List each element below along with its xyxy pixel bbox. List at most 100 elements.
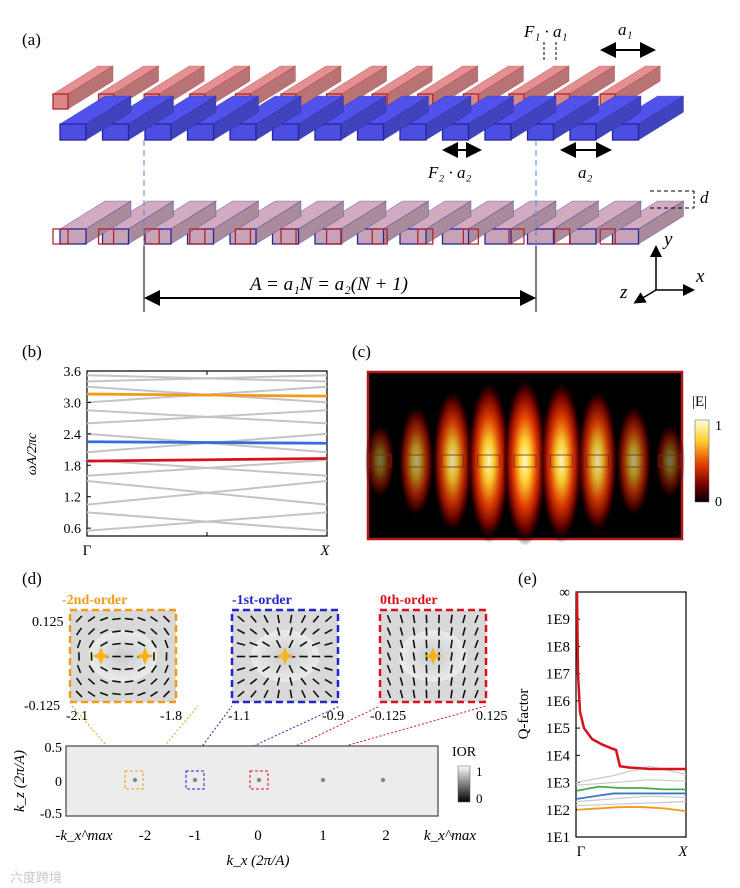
q-ylabel: Q-factor xyxy=(516,689,532,740)
q-series--1st-order xyxy=(576,792,686,800)
pol-dash xyxy=(399,652,404,661)
box-2nd-order xyxy=(124,770,144,790)
mid-bar-11-front xyxy=(526,123,555,141)
q-series-0th-order xyxy=(575,591,686,771)
q-ytick-9: 1E1 xyxy=(546,830,570,846)
singularity-star-2-0 xyxy=(424,647,442,665)
field-bar-outline-3 xyxy=(477,454,501,468)
inset-xtick-right-0: -1.8 xyxy=(160,709,182,724)
ff-spot-2 xyxy=(256,777,262,783)
q-ytick-8: 1E2 xyxy=(546,803,570,819)
pol-dash xyxy=(324,678,333,685)
pol-dash xyxy=(112,630,121,633)
pol-dash xyxy=(99,616,109,622)
ior-colorbar-label: IOR xyxy=(452,745,477,760)
mid-bar-0-front xyxy=(59,123,87,141)
grey-band-down-0 xyxy=(86,511,328,532)
pol-dash xyxy=(324,628,333,635)
panel-e-label: (e) xyxy=(518,569,537,588)
merged-bar-1-front xyxy=(101,228,130,245)
pol-dash xyxy=(263,614,269,624)
pol-dash xyxy=(87,628,96,635)
merged-red-outline-7 xyxy=(371,228,388,245)
q-grey-0 xyxy=(575,765,687,784)
pol-dash xyxy=(450,664,453,674)
pol-dash xyxy=(276,677,281,686)
pol-dash xyxy=(75,677,83,686)
pol-dash xyxy=(163,677,170,686)
singularity-star-0-0 xyxy=(92,647,110,665)
q-ytick-5: 1E5 xyxy=(546,721,570,737)
pol-dash xyxy=(412,664,416,674)
pol-dash xyxy=(137,641,146,647)
pol-dash xyxy=(262,627,270,636)
pol-dash xyxy=(450,614,453,624)
ior-colorbar-min: 0 xyxy=(476,791,483,806)
merged-red-outline-6 xyxy=(325,228,343,245)
panel-c-label: (c) xyxy=(352,342,371,361)
pol-dash xyxy=(88,665,95,673)
q-xtick-x: X xyxy=(677,844,688,860)
band-ytick-2: 1.8 xyxy=(64,459,82,474)
pol-dash xyxy=(386,627,392,636)
ff-spot-3 xyxy=(320,777,326,783)
pol-dash xyxy=(386,652,392,661)
mid-bar-2-front xyxy=(144,123,172,141)
ff-ytick-mid: 0 xyxy=(55,775,62,790)
middle-blue-bars xyxy=(58,95,685,141)
merged-red-outline-10 xyxy=(508,228,525,245)
pol-dash xyxy=(87,615,96,623)
field-hotspot-5 xyxy=(539,378,583,544)
q-yticks: ∞ 1E9 1E8 1E7 1E6 1E5 1E4 1E3 1E2 1E1 xyxy=(546,585,580,846)
pol-dash xyxy=(289,614,293,624)
inset-title-1: -1st-order xyxy=(232,593,292,608)
ff-xtick-6: k_x^max xyxy=(424,828,476,844)
pol-dash xyxy=(275,639,282,649)
pol-dash xyxy=(236,642,246,646)
pol-dash xyxy=(474,639,479,649)
merged-red-outline-8 xyxy=(417,228,434,245)
merged-red-outline-12 xyxy=(599,228,616,245)
pol-dash xyxy=(462,614,466,624)
field-hotspot-4 xyxy=(503,376,547,546)
inset-xtick-right-2: 0.125 xyxy=(476,709,508,724)
field-hotspots xyxy=(364,376,686,546)
pol-dash xyxy=(324,615,333,623)
ff-xtick-3: 0 xyxy=(254,828,262,844)
ff-xtick-1: -2 xyxy=(139,828,152,844)
singularity-star-1-0 xyxy=(276,647,294,665)
ff-xlabel: k_x (2π/A) xyxy=(227,853,290,869)
axis-z-label: z xyxy=(619,282,628,303)
field-colorbar xyxy=(694,419,710,503)
pol-dash xyxy=(275,664,282,674)
pol-dash xyxy=(262,665,270,673)
pol-dash xyxy=(88,639,95,649)
pol-dash xyxy=(312,628,320,635)
field-hotspot-0 xyxy=(364,422,396,500)
pol-dash xyxy=(137,678,146,685)
mid-bar-9-front xyxy=(441,123,470,141)
pol-dash xyxy=(112,642,121,646)
q-xtick-gamma: Γ xyxy=(577,844,586,860)
pol-dash xyxy=(237,690,245,698)
merged-red-outline-4 xyxy=(234,228,252,245)
pol-dash xyxy=(386,614,392,624)
field-bar-outline-6 xyxy=(586,454,609,468)
field-hotspot-6 xyxy=(577,387,618,535)
pol-dash xyxy=(289,627,293,636)
pol-dash xyxy=(164,639,169,649)
mid-bar-8-front xyxy=(399,123,427,141)
pol-dash xyxy=(412,677,416,686)
pol-dash xyxy=(150,678,158,685)
pol-dash xyxy=(99,678,109,685)
field-bar-outline-1 xyxy=(404,454,428,468)
band--1st-order xyxy=(86,440,328,445)
merged-red-outline-2 xyxy=(143,228,160,245)
field-hotspot-7 xyxy=(615,403,652,519)
pol-dash xyxy=(462,652,466,661)
band--2nd-order xyxy=(86,392,328,398)
pol-dash xyxy=(300,614,307,624)
merged-bar-10-front xyxy=(484,228,512,245)
pol-dash xyxy=(76,664,82,674)
pol-dash xyxy=(75,615,83,623)
